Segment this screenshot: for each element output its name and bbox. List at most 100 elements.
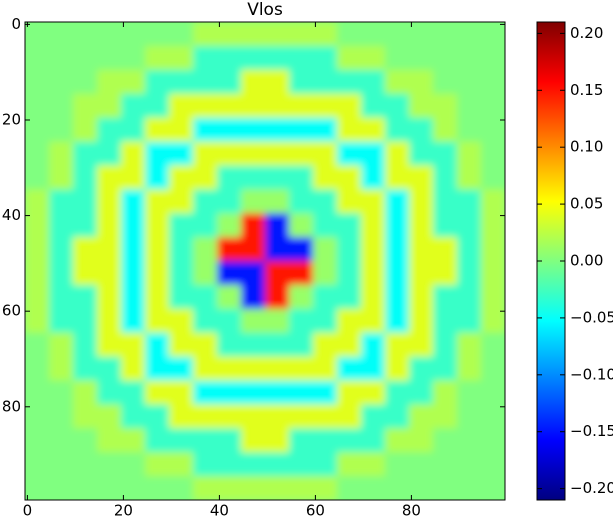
colorbar-tick-label: 0.00 — [570, 252, 603, 270]
heatmap-cell — [241, 141, 266, 166]
heatmap-cell — [49, 141, 74, 166]
heatmap-cell — [361, 165, 386, 190]
heatmap-cell — [25, 404, 50, 429]
x-tick-label: 60 — [306, 502, 325, 519]
heatmap-cell — [25, 261, 50, 286]
heatmap-cell — [385, 284, 410, 310]
heatmap-cell — [193, 284, 218, 310]
heatmap-cell — [217, 332, 242, 358]
heatmap-cell — [265, 261, 290, 286]
x-tick-label: 80 — [402, 502, 421, 519]
heatmap-cell — [217, 476, 242, 500]
heatmap-cell — [193, 237, 218, 262]
heatmap-cell — [25, 356, 50, 381]
heatmap-cell — [97, 356, 122, 381]
heatmap-cell — [337, 308, 362, 334]
heatmap-cell — [73, 332, 98, 358]
heatmap-cell — [265, 476, 290, 500]
heatmap-cell — [313, 428, 338, 453]
heatmap-cell — [169, 332, 194, 358]
heatmap-cell — [433, 261, 458, 286]
heatmap-cell — [409, 117, 434, 142]
heatmap-cell — [337, 213, 362, 238]
heatmap-cell — [409, 332, 434, 358]
heatmap-cell — [433, 308, 458, 334]
heatmap-cell — [193, 165, 218, 190]
heatmap-cell — [169, 308, 194, 334]
heatmap-cell — [289, 117, 314, 142]
heatmap-cell — [121, 45, 146, 71]
heatmap-cell — [241, 380, 266, 405]
heatmap-cell — [25, 476, 50, 500]
heatmap-cell — [409, 452, 434, 477]
heatmap-cell — [361, 93, 386, 119]
heatmap-cell — [241, 165, 266, 190]
heatmap-cell — [313, 45, 338, 71]
heatmap-cell — [265, 237, 290, 262]
heatmap-cell — [385, 22, 410, 47]
heatmap-cell — [97, 332, 122, 358]
heatmap-cell — [217, 261, 242, 286]
heatmap-cell — [193, 93, 218, 119]
heatmap-cell — [217, 237, 242, 262]
heatmap-cell — [433, 213, 458, 238]
heatmap-cell — [217, 308, 242, 334]
heatmap-cell — [217, 45, 242, 71]
heatmap-cell — [169, 380, 194, 405]
heatmap-cell — [73, 165, 98, 190]
colorbar-tick-label: 0.20 — [570, 24, 603, 42]
heatmap-cell — [289, 213, 314, 238]
heatmap-cell — [481, 165, 505, 190]
heatmap-cell — [457, 380, 482, 405]
heatmap-cell — [145, 93, 170, 119]
heatmap-cell — [241, 189, 266, 214]
heatmap-cell — [241, 93, 266, 119]
heatmap-cell — [385, 308, 410, 334]
heatmap-cell — [361, 261, 386, 286]
heatmap-cell — [121, 356, 146, 381]
heatmap-cell — [409, 237, 434, 262]
heatmap-cell — [97, 117, 122, 142]
heatmap-cell — [289, 404, 314, 429]
heatmap-cell — [241, 22, 266, 47]
heatmap-cell — [73, 356, 98, 381]
heatmap-cell — [73, 117, 98, 142]
heatmap-cell — [361, 45, 386, 71]
heatmap-cell — [361, 380, 386, 405]
heatmap-cell — [313, 308, 338, 334]
heatmap-cell — [289, 356, 314, 381]
heatmap-cell — [217, 356, 242, 381]
heatmap-cell — [313, 284, 338, 310]
heatmap-cell — [217, 428, 242, 453]
heatmap-cell — [481, 213, 505, 238]
heatmap-cell — [361, 117, 386, 142]
heatmap-cell — [217, 117, 242, 142]
heatmap-cell — [265, 189, 290, 214]
heatmap-cell — [313, 213, 338, 238]
heatmap-cell — [433, 380, 458, 405]
heatmap-cell — [481, 45, 505, 71]
heatmap-cell — [49, 45, 74, 71]
heatmap-cell — [385, 237, 410, 262]
heatmap-cell — [457, 69, 482, 95]
heatmap-cell — [385, 213, 410, 238]
x-tick-label: 0 — [23, 502, 33, 519]
heatmap-cell — [97, 189, 122, 214]
heatmap-cell — [25, 117, 50, 142]
heatmap-cell — [361, 404, 386, 429]
heatmap-cell — [409, 404, 434, 429]
heatmap-cell — [481, 476, 505, 500]
heatmap-cell — [457, 22, 482, 47]
heatmap-cell — [121, 237, 146, 262]
heatmap-cell — [289, 380, 314, 405]
heatmap-cell — [193, 332, 218, 358]
heatmap-cell — [409, 189, 434, 214]
heatmap-cell — [25, 213, 50, 238]
heatmap-cell — [217, 404, 242, 429]
heatmap-cell — [457, 93, 482, 119]
heatmap-cell — [49, 189, 74, 214]
heatmap-cell — [193, 213, 218, 238]
heatmap-cell — [25, 284, 50, 310]
heatmap-cell — [433, 452, 458, 477]
heatmap-cell — [481, 189, 505, 214]
